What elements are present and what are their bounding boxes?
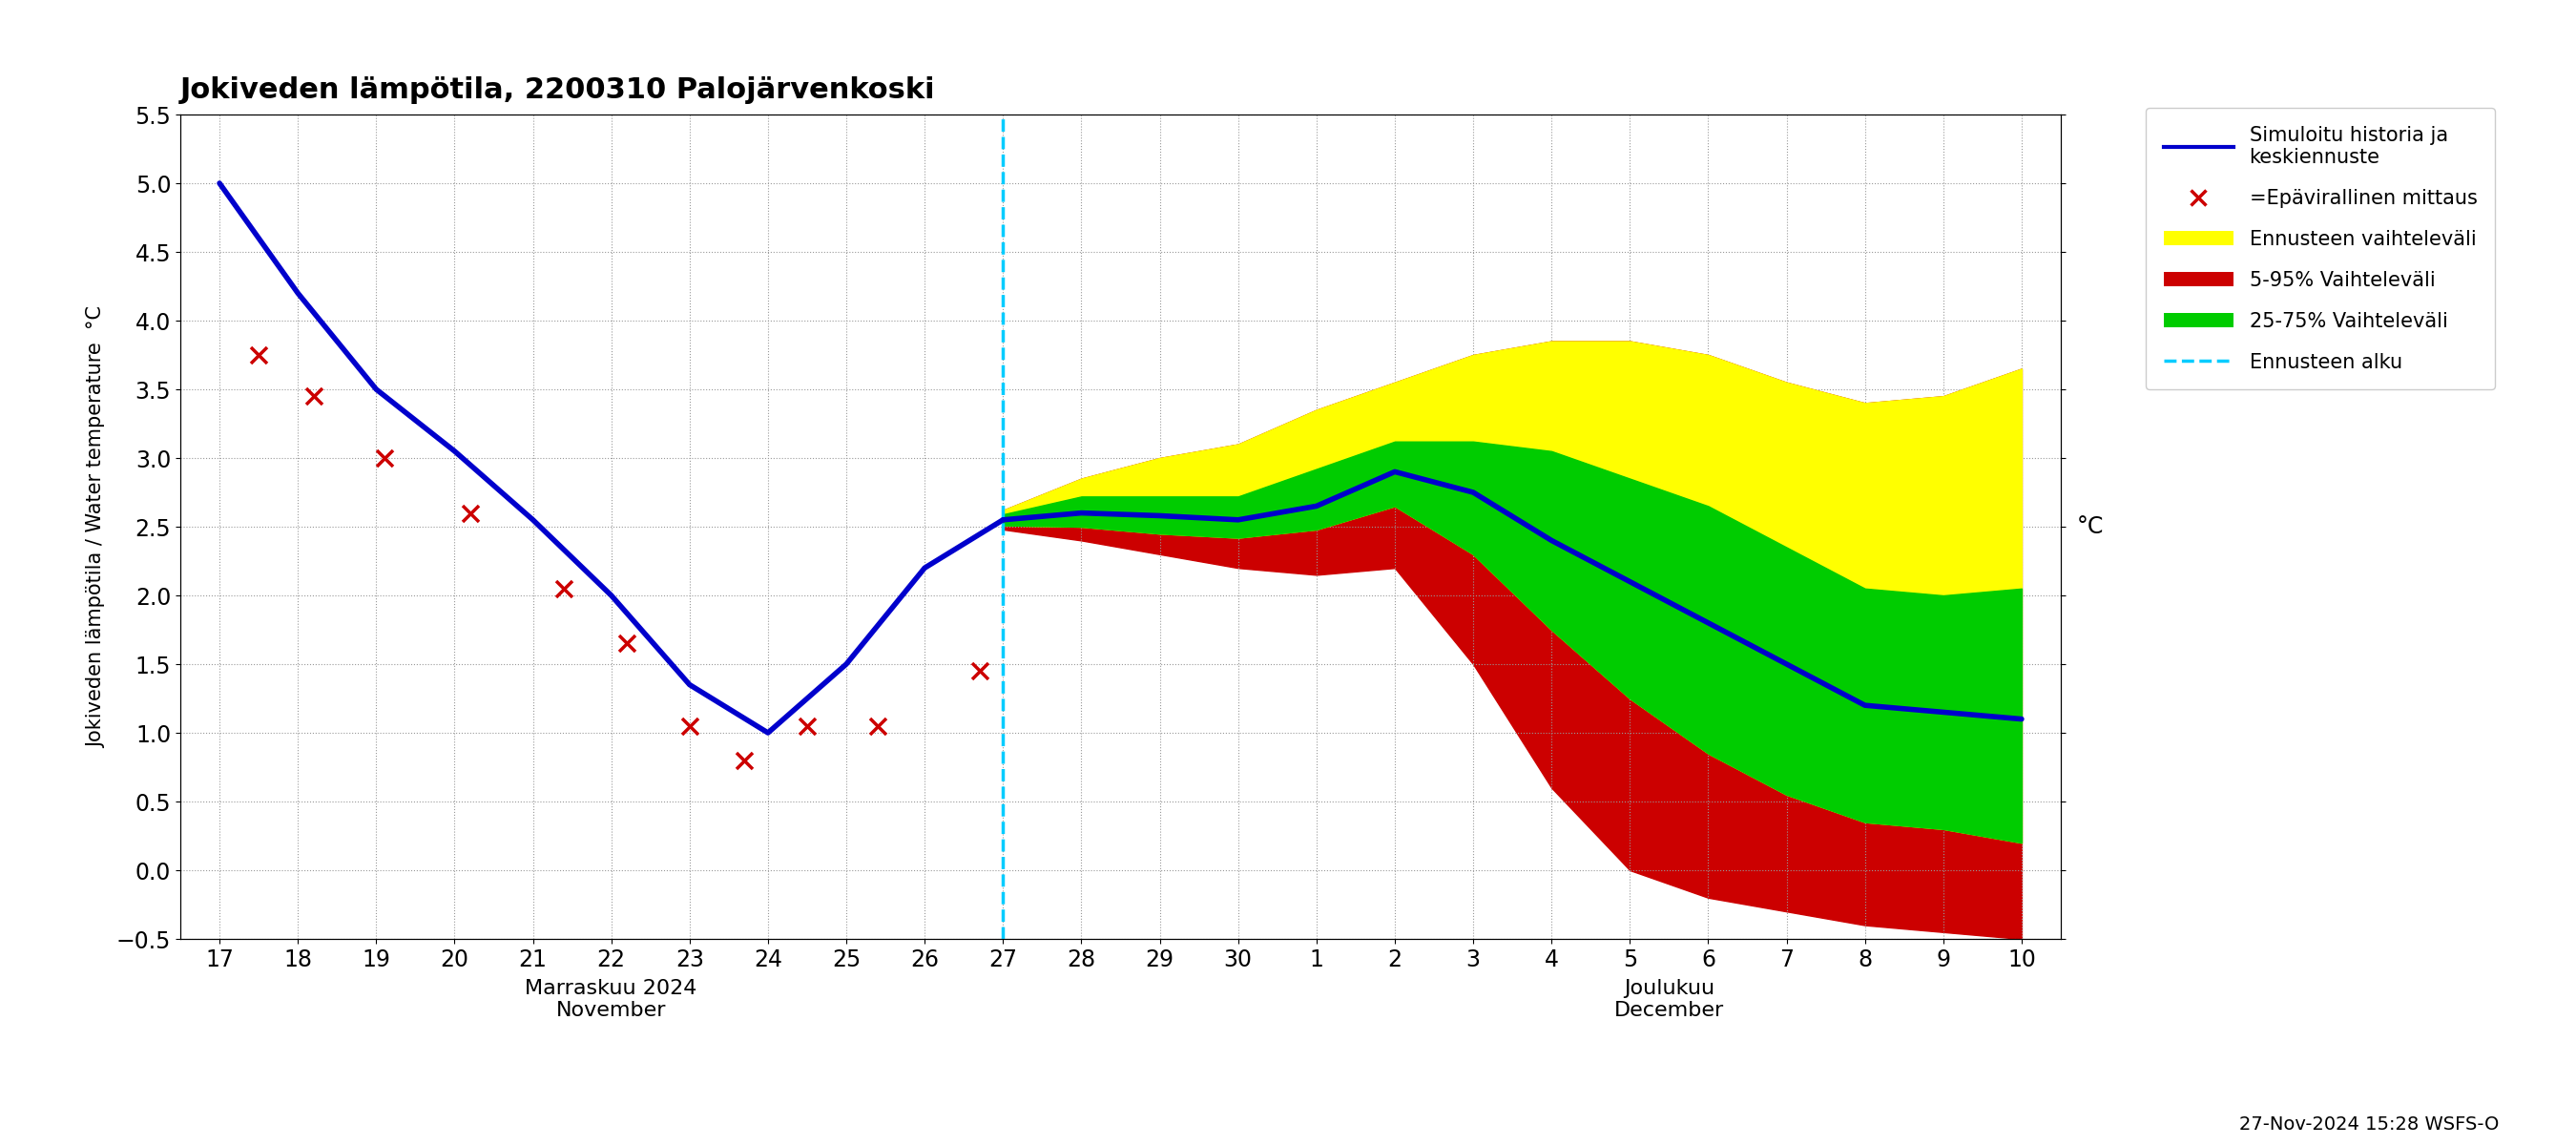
Text: Marraskuu 2024
November: Marraskuu 2024 November <box>526 979 698 1020</box>
Legend: Simuloitu historia ja
keskiennuste, =Epävirallinen mittaus, Ennusteen vaihtelevä: Simuloitu historia ja keskiennuste, =Epä… <box>2146 108 2496 389</box>
Text: 27-Nov-2024 15:28 WSFS-O: 27-Nov-2024 15:28 WSFS-O <box>2239 1115 2499 1134</box>
Point <box>958 662 999 680</box>
Point <box>294 387 335 405</box>
Point <box>858 717 899 735</box>
Point <box>670 717 711 735</box>
Y-axis label: Jokiveden lämpötila / Water temperature  °C: Jokiveden lämpötila / Water temperature … <box>88 306 106 748</box>
Point <box>544 579 585 598</box>
Text: Jokiveden lämpötila, 2200310 Palojärvenkoski: Jokiveden lämpötila, 2200310 Palojärvenk… <box>180 77 935 104</box>
Point <box>451 504 492 522</box>
Y-axis label: °C: °C <box>2076 515 2105 538</box>
Point <box>363 449 404 467</box>
Point <box>237 346 278 364</box>
Text: Joulukuu
December: Joulukuu December <box>1615 979 1723 1020</box>
Point <box>605 634 647 653</box>
Point <box>786 717 827 735</box>
Point <box>724 751 765 769</box>
